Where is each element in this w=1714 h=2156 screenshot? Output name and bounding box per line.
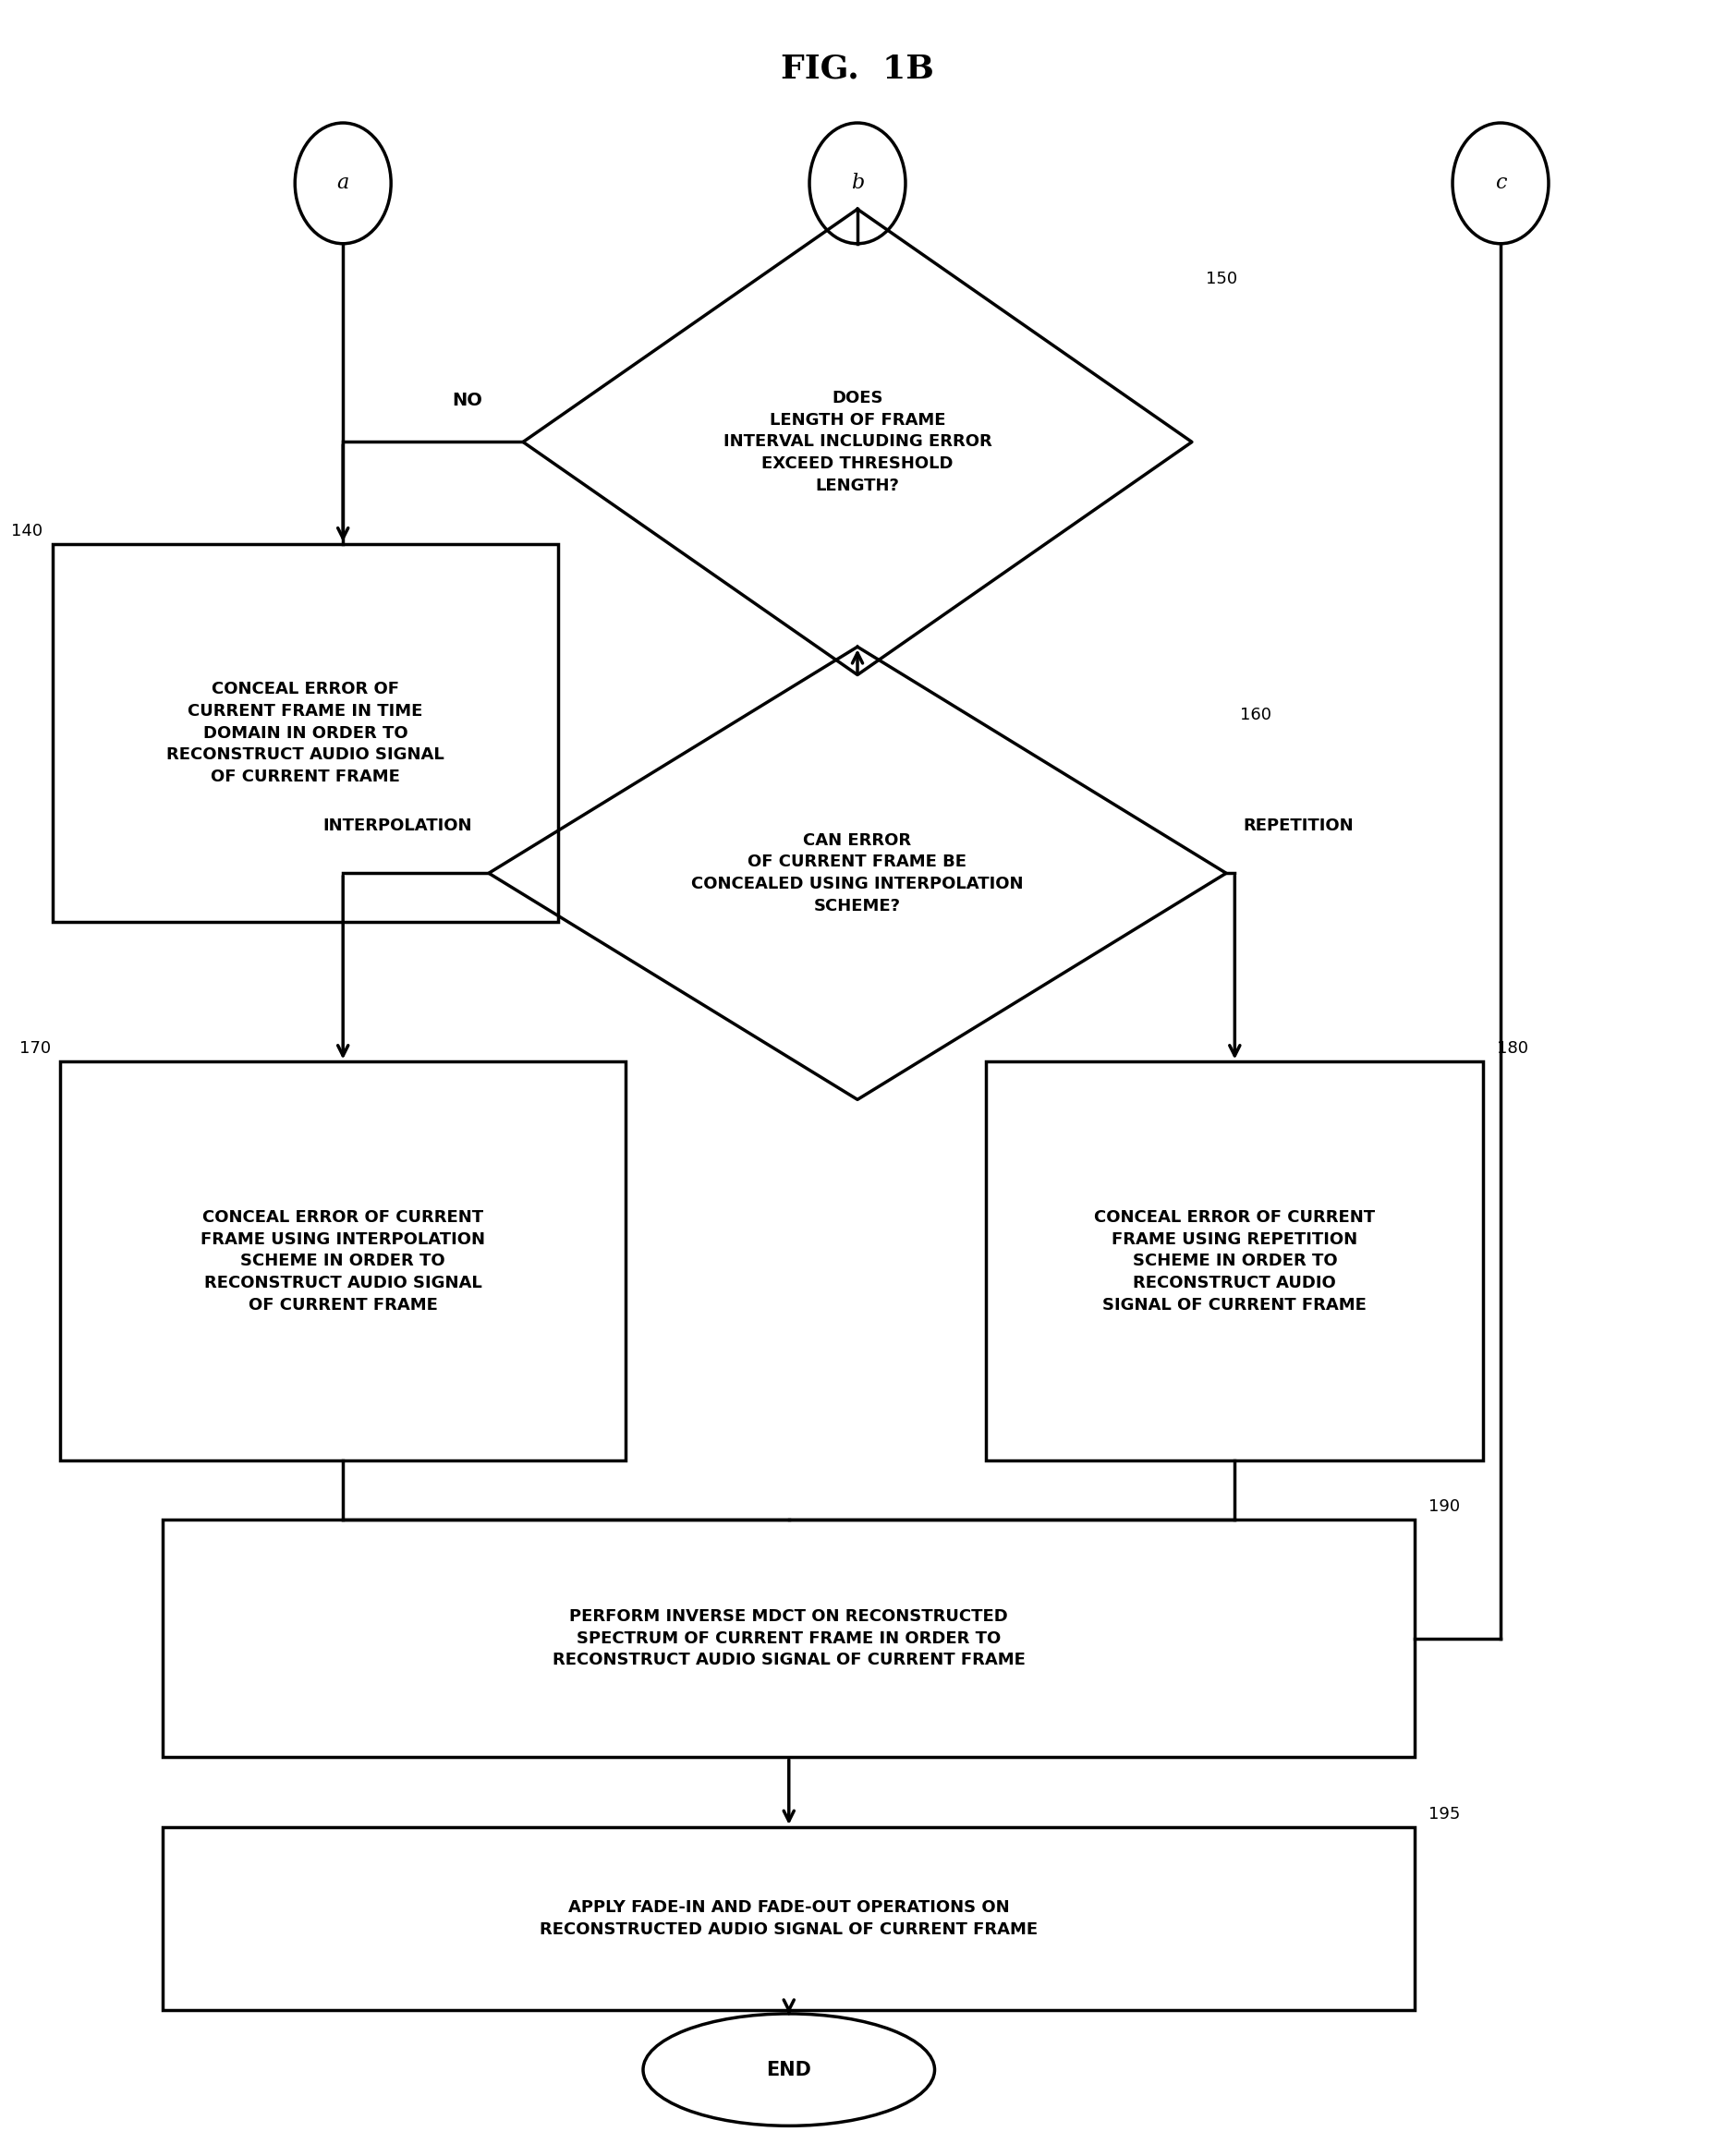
Text: b: b <box>850 172 864 194</box>
Bar <box>163 1828 1414 2009</box>
Text: 190: 190 <box>1428 1498 1459 1516</box>
Bar <box>51 543 557 923</box>
Text: APPLY FADE-IN AND FADE-OUT OPERATIONS ON
RECONSTRUCTED AUDIO SIGNAL OF CURRENT F: APPLY FADE-IN AND FADE-OUT OPERATIONS ON… <box>540 1899 1037 1938</box>
Text: 180: 180 <box>1496 1041 1527 1056</box>
Text: c: c <box>1495 172 1505 194</box>
Text: a: a <box>336 172 350 194</box>
Ellipse shape <box>809 123 905 244</box>
Text: 170: 170 <box>19 1041 51 1056</box>
Text: DOES
LENGTH OF FRAME
INTERVAL INCLUDING ERROR
EXCEED THRESHOLD
LENGTH?: DOES LENGTH OF FRAME INTERVAL INCLUDING … <box>723 390 991 494</box>
Text: PERFORM INVERSE MDCT ON RECONSTRUCTED
SPECTRUM OF CURRENT FRAME IN ORDER TO
RECO: PERFORM INVERSE MDCT ON RECONSTRUCTED SP… <box>552 1608 1025 1669</box>
Ellipse shape <box>1452 123 1548 244</box>
Text: REPETITION: REPETITION <box>1243 817 1352 834</box>
Bar <box>986 1063 1483 1462</box>
Text: NO: NO <box>452 392 482 410</box>
Text: CAN ERROR
OF CURRENT FRAME BE
CONCEALED USING INTERPOLATION
SCHEME?: CAN ERROR OF CURRENT FRAME BE CONCEALED … <box>691 832 1023 914</box>
Text: 160: 160 <box>1239 707 1270 722</box>
Ellipse shape <box>643 2014 934 2126</box>
Text: CONCEAL ERROR OF CURRENT
FRAME USING INTERPOLATION
SCHEME IN ORDER TO
RECONSTRUC: CONCEAL ERROR OF CURRENT FRAME USING INT… <box>201 1210 485 1313</box>
Text: 150: 150 <box>1205 272 1236 287</box>
Text: CONCEAL ERROR OF
CURRENT FRAME IN TIME
DOMAIN IN ORDER TO
RECONSTRUCT AUDIO SIGN: CONCEAL ERROR OF CURRENT FRAME IN TIME D… <box>166 681 444 785</box>
Bar <box>60 1063 626 1462</box>
Text: CONCEAL ERROR OF CURRENT
FRAME USING REPETITION
SCHEME IN ORDER TO
RECONSTRUCT A: CONCEAL ERROR OF CURRENT FRAME USING REP… <box>1094 1210 1375 1313</box>
Ellipse shape <box>295 123 391 244</box>
Text: 195: 195 <box>1428 1807 1460 1822</box>
Text: 140: 140 <box>12 524 43 539</box>
Text: FIG.  1B: FIG. 1B <box>780 54 934 84</box>
Text: INTERPOLATION: INTERPOLATION <box>322 817 471 834</box>
Text: END: END <box>766 2061 811 2078</box>
Bar <box>163 1520 1414 1757</box>
